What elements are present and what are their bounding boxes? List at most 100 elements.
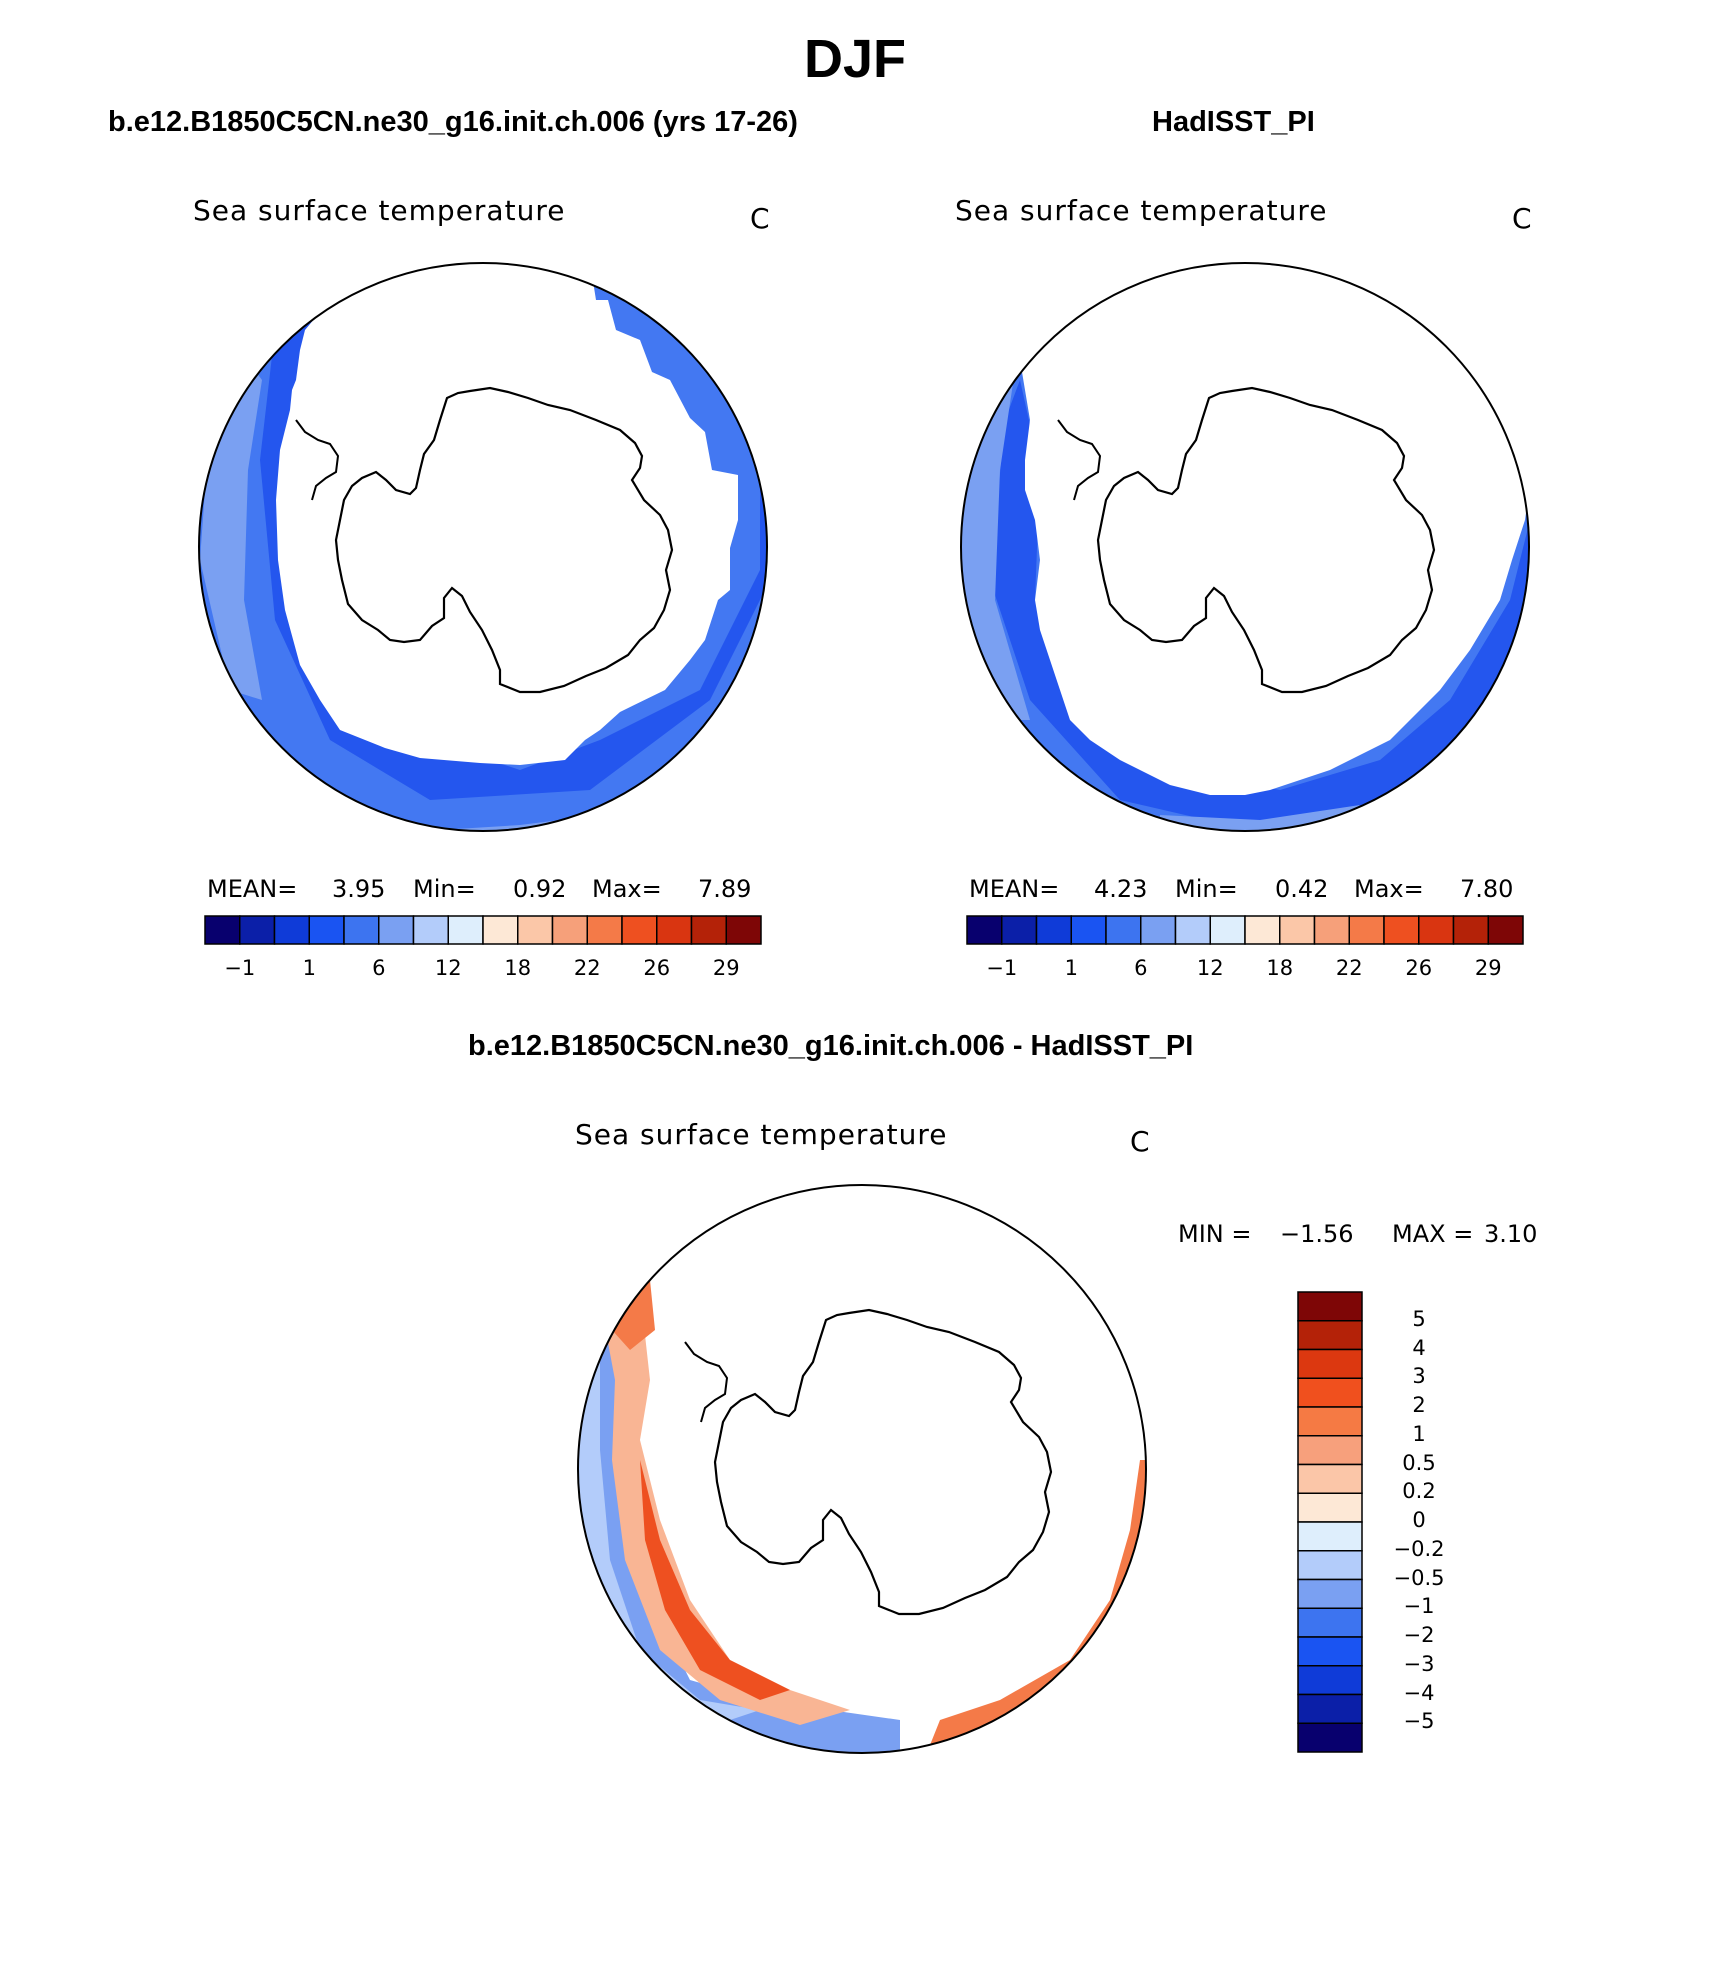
colorbar-swatch [1297, 1722, 1363, 1753]
colorbar-tick-label: −0.2 [1393, 1536, 1445, 1561]
colorbar-tick-label: 3 [1412, 1364, 1426, 1389]
panel2-max-label: Max= [1354, 875, 1424, 903]
panel3-peninsula-coast [684, 1341, 729, 1423]
colorbar-swatch [725, 915, 762, 945]
colorbar-tick-label: 6 [372, 956, 386, 980]
colorbar-swatch [1313, 915, 1350, 945]
colorbar-swatch [1487, 915, 1524, 945]
panel1-min-value: 0.92 [513, 875, 567, 903]
colorbar-tick-label: 1 [1412, 1421, 1426, 1446]
panel1-mean-label: MEAN= [207, 875, 298, 903]
panel3-map-border [577, 1184, 1147, 1754]
colorbar-tick-label: 29 [712, 956, 740, 980]
colorbar-tick-label: 1 [1064, 956, 1078, 980]
panel1-colorbar [204, 915, 762, 945]
colorbar-swatch [1297, 1320, 1363, 1351]
colorbar-swatch [412, 915, 449, 945]
colorbar-tick-label: −1 [1403, 1594, 1435, 1619]
panel3-min-label: MIN = [1178, 1220, 1252, 1248]
colorbar-tick-label: 12 [434, 956, 462, 980]
panel2-variable-label: Sea surface temperature [955, 194, 1328, 227]
colorbar-tick-label: 1 [302, 956, 316, 980]
colorbar-swatch [551, 915, 588, 945]
panel3-min-value: −1.56 [1280, 1220, 1354, 1248]
panel2-sst-map [960, 262, 1530, 832]
panel2-light-outer [1160, 805, 1360, 831]
colorbar-swatch [1174, 915, 1211, 945]
colorbar-swatch [1244, 915, 1281, 945]
colorbar-tick-label: 18 [504, 956, 532, 980]
panel2-min-value: 0.42 [1275, 875, 1329, 903]
colorbar-swatch [1297, 1463, 1363, 1494]
colorbar-tick-label: 6 [1134, 956, 1148, 980]
colorbar-swatch [1297, 1607, 1363, 1638]
colorbar-swatch [1297, 1550, 1363, 1581]
panel2-units-label: C [1512, 202, 1533, 235]
colorbar-tick-label: −3 [1403, 1651, 1435, 1676]
panel2-mean-value: 4.23 [1094, 875, 1148, 903]
colorbar-tick-label: 5 [1412, 1306, 1426, 1331]
colorbar-swatch [517, 915, 554, 945]
colorbar-tick-label: 4 [1412, 1335, 1426, 1360]
panel2-min-label: Min= [1175, 875, 1238, 903]
panel1-units-label: C [750, 202, 771, 235]
colorbar-swatch [1297, 1636, 1363, 1667]
panel2-case-title: HadISST_PI [1152, 106, 1315, 138]
colorbar-tick-label: 22 [1335, 956, 1363, 980]
colorbar-swatch [343, 915, 380, 945]
colorbar-tick-label: −5 [1403, 1709, 1435, 1734]
panel1-min-label: Min= [413, 875, 476, 903]
colorbar-tick-label: −4 [1403, 1680, 1435, 1705]
colorbar-swatch [966, 915, 1003, 945]
panel1-max-label: Max= [592, 875, 662, 903]
colorbar-swatch [378, 915, 415, 945]
colorbar-swatch [308, 915, 345, 945]
colorbar-swatch [1297, 1348, 1363, 1379]
panel3-warm-light [600, 1290, 850, 1725]
colorbar-tick-label: 29 [1474, 956, 1502, 980]
colorbar-swatch [482, 915, 519, 945]
colorbar-swatch [1209, 915, 1246, 945]
panel1-mean-value: 3.95 [332, 875, 386, 903]
colorbar-tick-label: 18 [1266, 956, 1294, 980]
colorbar-tick-label: 26 [643, 956, 671, 980]
colorbar-tick-label: 0.2 [1402, 1479, 1436, 1504]
colorbar-swatch [1035, 915, 1072, 945]
colorbar-tick-label: −0.5 [1393, 1565, 1445, 1590]
panel3-case-title: b.e12.B1850C5CN.ne30_g16.init.ch.006 - H… [468, 1030, 1194, 1062]
colorbar-swatch [239, 915, 276, 945]
panel1-ice-mask [276, 263, 738, 765]
panel2-map-border [960, 262, 1530, 832]
panel3-antarctica-coastline [713, 1308, 1053, 1616]
colorbar-tick-label: −2 [1403, 1623, 1435, 1647]
panel2-light-patch [961, 370, 1030, 720]
colorbar-swatch [1001, 915, 1038, 945]
colorbar-tick-label: 26 [1405, 956, 1433, 980]
panel1-case-title: b.e12.B1850C5CN.ne30_g16.init.ch.006 (yr… [108, 106, 798, 138]
colorbar-swatch [656, 915, 693, 945]
colorbar-swatch [1297, 1492, 1363, 1523]
panel1-variable-label: Sea surface temperature [193, 194, 566, 227]
panel3-warm-band [640, 1460, 790, 1700]
colorbar-tick-label: −1 [224, 956, 256, 980]
colorbar-tick-label: 12 [1196, 956, 1224, 980]
colorbar-swatch [273, 915, 310, 945]
figure-title: DJF [803, 29, 906, 89]
colorbar-tick-label: 0.5 [1402, 1450, 1436, 1475]
colorbar-swatch [1297, 1665, 1363, 1696]
panel2-max-value: 7.80 [1460, 875, 1514, 903]
colorbar-tick-label: 0 [1412, 1508, 1426, 1532]
panel1-max-value: 7.89 [698, 875, 752, 903]
colorbar-swatch [621, 915, 658, 945]
colorbar-swatch [447, 915, 484, 945]
colorbar-swatch [1297, 1377, 1363, 1408]
colorbar-swatch [1297, 1291, 1363, 1322]
panel1-peninsula-coast [295, 419, 340, 501]
panel2-mean-label: MEAN= [969, 875, 1060, 903]
colorbar-swatch [1070, 915, 1107, 945]
panel2-ice-mask [1010, 263, 1529, 795]
panel2-antarctica-coastline [1096, 386, 1436, 694]
panel3-max-value: 3.10 [1484, 1220, 1538, 1248]
panel3-cool-band [578, 1320, 900, 1753]
